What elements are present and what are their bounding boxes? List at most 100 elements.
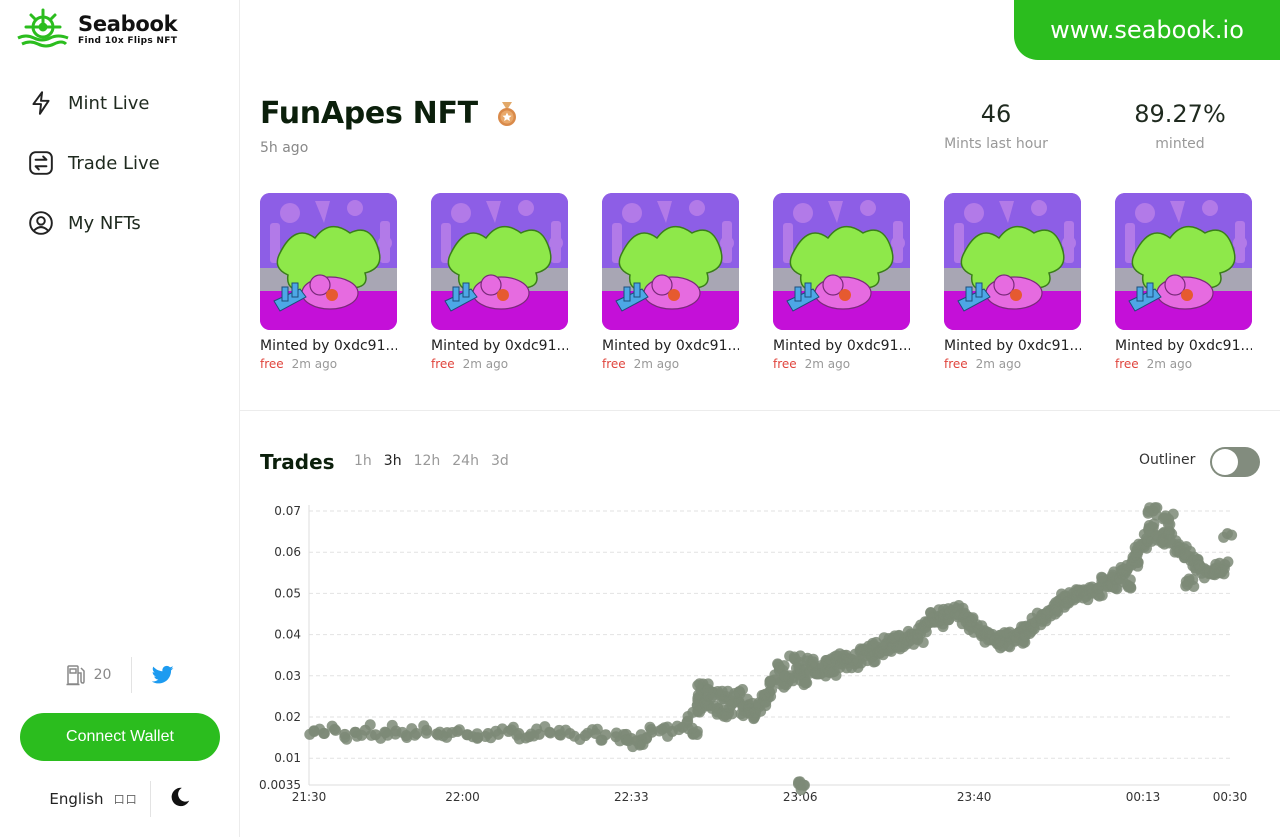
trade-point [691, 728, 703, 740]
divider [131, 657, 133, 693]
nft-thumbnail [944, 193, 1081, 330]
y-tick-label: 0.04 [274, 628, 301, 642]
mint-card[interactable]: Minted by 0xdc91... free 2m ago [602, 193, 739, 371]
trade-point [708, 700, 720, 712]
mint-card[interactable]: Minted by 0xdc91... free 2m ago [431, 193, 568, 371]
brand-logo[interactable]: Seabook Find 10x Flips NFT [16, 8, 178, 50]
moon-icon [171, 787, 189, 807]
connect-wallet-button[interactable]: Connect Wallet [20, 713, 220, 761]
trade-point [386, 719, 398, 731]
mint-card[interactable]: Minted by 0xdc91... free 2m ago [944, 193, 1081, 371]
tab-12h[interactable]: 12h [413, 453, 441, 469]
nft-thumbnail [431, 193, 568, 330]
gas-pump-icon [66, 665, 85, 686]
trade-point [801, 677, 813, 689]
mint-meta: free 2m ago [431, 357, 568, 371]
mint-meta: free 2m ago [944, 357, 1081, 371]
nft-thumbnail [260, 193, 397, 330]
trade-point [396, 726, 408, 738]
sidebar-item-my-nfts[interactable]: My NFTs [28, 204, 160, 242]
swap-icon [29, 151, 53, 175]
brand-name: Seabook [78, 11, 178, 36]
trade-point [662, 730, 674, 742]
trade-point [364, 719, 376, 731]
x-tick-label: 22:33 [614, 790, 649, 804]
trade-point [908, 638, 920, 650]
trade-point [917, 636, 929, 648]
twitter-link[interactable] [132, 665, 174, 685]
trade-point [1096, 571, 1108, 583]
mint-image[interactable] [944, 193, 1081, 330]
y-tick-label: 0.0035 [259, 778, 301, 792]
sidebar: Seabook Find 10x Flips NFT Mint Live Tra… [0, 0, 240, 837]
trade-point [721, 711, 733, 723]
sidebar-item-label: Mint Live [68, 92, 150, 114]
lightning-icon [32, 91, 50, 115]
mint-image[interactable] [260, 193, 397, 330]
trade-point [728, 690, 740, 702]
collection-header: FunApes NFT [260, 96, 520, 131]
trade-point [511, 729, 523, 741]
trade-point [1164, 518, 1176, 530]
y-tick-label: 0.03 [274, 669, 301, 683]
sidebar-item-trade-live[interactable]: Trade Live [28, 144, 160, 182]
minted-by: Minted by 0xdc91... [1115, 338, 1252, 354]
language-selector[interactable]: English 口口 [49, 790, 149, 808]
mint-card[interactable]: Minted by 0xdc91... free 2m ago [773, 193, 910, 371]
section-divider [240, 410, 1280, 411]
mint-time: 2m ago [804, 357, 851, 371]
y-tick-label: 0.01 [274, 751, 301, 765]
y-tick-label: 0.07 [274, 504, 301, 518]
sidebar-item-label: Trade Live [68, 152, 160, 174]
trade-point [586, 724, 598, 736]
nft-thumbnail [773, 193, 910, 330]
minted-by: Minted by 0xdc91... [944, 338, 1081, 354]
trade-point [1193, 559, 1205, 571]
twitter-icon [152, 665, 174, 684]
divider [149, 781, 151, 817]
x-tick-label: 23:06 [783, 790, 818, 804]
mint-price: free [773, 357, 797, 371]
theme-toggle[interactable] [151, 786, 191, 812]
mint-price: free [1115, 357, 1139, 371]
trade-point [1041, 608, 1053, 620]
user-circle-icon [29, 211, 53, 235]
tab-3d[interactable]: 3d [490, 453, 509, 469]
bronze-medal-icon [497, 101, 516, 126]
outliner-toggle[interactable] [1210, 447, 1260, 477]
trade-point [888, 632, 900, 644]
trade-point [763, 686, 775, 698]
mint-image[interactable] [1115, 193, 1252, 330]
mint-meta: free 2m ago [602, 357, 739, 371]
mint-meta: free 2m ago [773, 357, 910, 371]
sidebar-stats: 20 [0, 656, 240, 694]
mint-card[interactable]: Minted by 0xdc91... free 2m ago [260, 193, 397, 371]
mint-price: free [260, 357, 284, 371]
y-tick-label: 0.05 [274, 586, 301, 600]
trade-point [304, 728, 316, 740]
mint-time: 2m ago [291, 357, 338, 371]
mint-meta: free 2m ago [260, 357, 397, 371]
trade-point [1179, 548, 1191, 560]
trade-point [574, 734, 586, 746]
stat-label: minted [1155, 136, 1205, 152]
trade-point [539, 721, 551, 733]
mint-card[interactable]: Minted by 0xdc91... free 2m ago [1115, 193, 1252, 371]
mint-image[interactable] [773, 193, 910, 330]
site-url-badge[interactable]: www.seabook.io [1014, 0, 1280, 60]
tab-1h[interactable]: 1h [354, 453, 372, 469]
mint-image[interactable] [602, 193, 739, 330]
stat-value: 46 [980, 100, 1012, 128]
x-tick-label: 23:40 [957, 790, 992, 804]
mint-image[interactable] [431, 193, 568, 330]
trades-title: Trades [260, 450, 335, 474]
tab-24h[interactable]: 24h [452, 453, 479, 469]
x-tick-label: 21:30 [292, 790, 327, 804]
sidebar-item-mint-live[interactable]: Mint Live [28, 84, 160, 122]
trade-point [420, 727, 432, 739]
sidebar-footer: English 口口 [0, 780, 240, 818]
trade-point [406, 723, 418, 735]
tab-3h[interactable]: 3h [383, 453, 402, 469]
nft-thumbnail [602, 193, 739, 330]
